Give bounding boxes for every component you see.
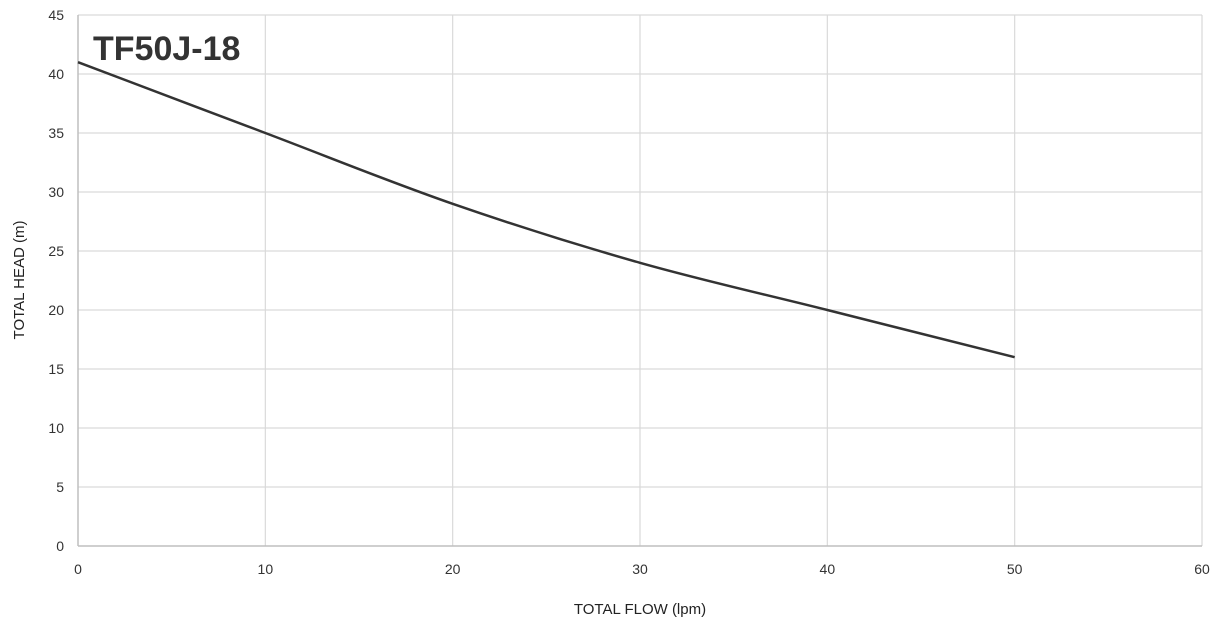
y-tick-label: 15 <box>48 361 64 377</box>
axes <box>77 15 1202 547</box>
series-line-0 <box>77 61 1015 359</box>
x-tick-label: 20 <box>445 561 461 577</box>
y-tick-label: 5 <box>56 479 64 495</box>
y-tick-label: 10 <box>48 420 64 436</box>
chart-title: TF50J-18 <box>93 30 240 68</box>
y-axis-title: TOTAL HEAD (m) <box>11 221 28 340</box>
y-tick-label: 45 <box>48 7 64 23</box>
x-tick-label: 40 <box>820 561 836 577</box>
x-tick-label: 50 <box>1007 561 1023 577</box>
x-tick-label: 0 <box>74 561 82 577</box>
x-tick-label: 10 <box>258 561 274 577</box>
x-tick-labels: 0 10 20 30 40 50 60 <box>74 561 1210 577</box>
grid-lines <box>78 14 1203 546</box>
y-tick-label: 30 <box>48 184 64 200</box>
y-tick-label: 20 <box>48 302 64 318</box>
series-lines <box>77 61 1015 359</box>
y-tick-label: 0 <box>56 538 64 554</box>
x-tick-label: 60 <box>1194 561 1210 577</box>
y-tick-labels: 0 5 10 15 20 25 30 35 40 45 <box>48 7 64 554</box>
y-tick-label: 35 <box>48 125 64 141</box>
x-axis-title: TOTAL FLOW (lpm) <box>574 601 706 618</box>
y-tick-label: 25 <box>48 243 64 259</box>
y-tick-label: 40 <box>48 66 64 82</box>
x-tick-label: 30 <box>632 561 648 577</box>
